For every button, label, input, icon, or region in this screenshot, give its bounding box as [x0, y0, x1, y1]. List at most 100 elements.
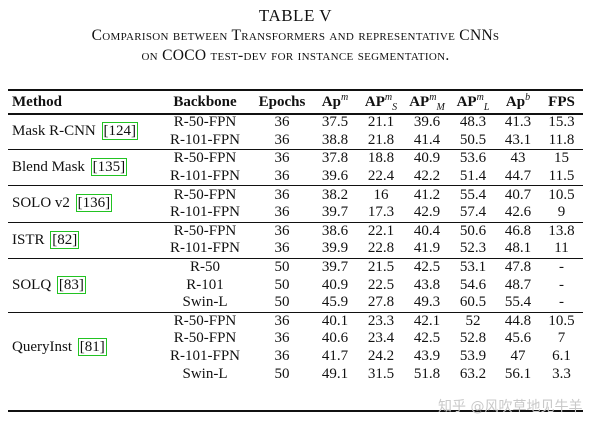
- ap-cell: 49.1: [321, 365, 349, 382]
- method-cell: Mask R-CNN [124]: [8, 114, 158, 150]
- ap-cell: 39.7: [321, 204, 349, 221]
- ap-m-cell: 41.2: [413, 186, 441, 203]
- backbone-cell: R-50-FPN: [173, 312, 237, 329]
- table-row: R-101-FPN 36 39.9 22.8 41.9 52.3 48.1 11: [8, 240, 583, 258]
- method-name: SOLQ: [12, 276, 52, 293]
- fps-cell: -: [559, 276, 564, 293]
- citation-link[interactable]: [81]: [77, 338, 107, 357]
- epochs-cell: 36: [274, 312, 290, 329]
- ap-cell: 38.8: [321, 131, 349, 148]
- backbone-cell: R-101-FPN: [169, 168, 240, 185]
- epochs-cell: 36: [274, 330, 290, 347]
- ap-cell: 38.2: [321, 186, 349, 203]
- epochs-cell: 50: [274, 276, 290, 293]
- ap-l-cell: 52.3: [459, 240, 487, 257]
- citation-link[interactable]: [124]: [101, 122, 139, 141]
- ap-cell: 41.7: [321, 348, 349, 365]
- ap-m-cell: 43.8: [413, 276, 441, 293]
- header-epochs: Epochs: [258, 94, 306, 110]
- citation-link[interactable]: [83]: [56, 275, 86, 294]
- header-ap: Apm: [321, 92, 349, 111]
- ap-b-cell: 44.8: [504, 312, 532, 329]
- epochs-cell: 50: [274, 259, 290, 276]
- ap-cell: 40.6: [321, 330, 349, 347]
- ap-s-cell: 21.5: [367, 259, 395, 276]
- method-name: Mask R-CNN: [12, 123, 96, 140]
- ap-s-cell: 18.8: [367, 150, 395, 167]
- backbone-cell: Swin-L: [182, 294, 228, 311]
- fps-cell: 11.8: [548, 131, 575, 148]
- ap-b-cell: 40.7: [504, 186, 532, 203]
- top-rule: [8, 89, 583, 91]
- header-ap-m: APmM: [409, 92, 445, 113]
- fps-cell: 3.3: [552, 365, 571, 382]
- fps-cell: 7: [557, 330, 566, 347]
- citation-link[interactable]: [82]: [50, 230, 80, 249]
- ap-m-cell: 41.4: [413, 131, 441, 148]
- epochs-cell: 50: [274, 365, 290, 382]
- citation-link[interactable]: [135]: [90, 158, 128, 177]
- table-row: Swin-L 50 45.9 27.8 49.3 60.5 55.4 -: [8, 294, 583, 312]
- epochs-cell: 36: [274, 240, 290, 257]
- table-row: Blend Mask [135] R-50-FPN 36 37.8 18.8 40.9 53…: [8, 150, 583, 177]
- ap-l-cell: 57.4: [459, 204, 487, 221]
- ap-m-cell: 42.5: [413, 259, 441, 276]
- ap-b-cell: 48.7: [504, 276, 532, 293]
- table-row: Swin-L 50 49.1 31.5 51.8 63.2 56.1 3.3: [8, 365, 583, 383]
- method-cell: Blend Mask [135]: [8, 150, 158, 186]
- epochs-cell: 36: [274, 150, 290, 167]
- backbone-cell: R-50-FPN: [173, 150, 237, 167]
- ap-s-cell: 22.4: [367, 168, 395, 185]
- ap-b-cell: 44.7: [504, 168, 532, 185]
- ap-s-cell: 22.5: [367, 276, 395, 293]
- epochs-cell: 36: [274, 348, 290, 365]
- method-group: ISTR [82] R-50-FPN 36 38.6 22.1 40.4 50.6 46.8 1…: [8, 222, 583, 258]
- results-table: Method Backbone Epochs Apm APmS APmM APm…: [8, 92, 583, 383]
- fps-cell: 6.1: [552, 348, 571, 365]
- ap-cell: 39.7: [321, 259, 349, 276]
- ap-m-cell: 40.9: [413, 150, 441, 167]
- fps-cell: 9: [557, 204, 566, 221]
- header-ap-b: Apb: [505, 92, 531, 111]
- table-row: R-101-FPN 36 39.6 22.4 42.2 51.4 44.7 11.5: [8, 168, 583, 186]
- ap-m-cell: 40.4: [413, 222, 441, 239]
- header-ap-s: APmS: [364, 92, 398, 113]
- ap-m-cell: 43.9: [413, 348, 441, 365]
- backbone-cell: R-101: [186, 276, 224, 293]
- ap-s-cell: 22.1: [367, 222, 395, 239]
- ap-cell: 40.9: [321, 276, 349, 293]
- bottom-rule: [8, 410, 583, 412]
- method-name: ISTR: [12, 231, 45, 248]
- table-row: ISTR [82] R-50-FPN 36 38.6 22.1 40.4 50.6 46.8 1…: [8, 222, 583, 249]
- fps-cell: 13.8: [548, 222, 575, 239]
- fps-cell: -: [559, 294, 564, 311]
- method-name: QueryInst: [12, 339, 72, 356]
- backbone-cell: R-50-FPN: [173, 114, 237, 131]
- ap-cell: 39.9: [321, 240, 349, 257]
- ap-l-cell: 50.6: [459, 222, 487, 239]
- table-row: R-101-FPN 36 39.7 17.3 42.9 57.4 42.6 9: [8, 204, 583, 222]
- table-caption-line-1: Comparison between Transformers and repr…: [91, 27, 500, 44]
- header-fps: FPS: [548, 94, 575, 110]
- method-cell: SOLQ [83]: [8, 258, 158, 312]
- epochs-cell: 36: [274, 204, 290, 221]
- method-group: SOLQ [83] R-50 50 39.7 21.5 42.5 53.1 47.8- R-10…: [8, 258, 583, 312]
- citation-link[interactable]: [136]: [75, 194, 113, 213]
- backbone-cell: R-101-FPN: [169, 204, 240, 221]
- method-name: Blend Mask: [12, 159, 85, 176]
- table-caption-title: TABLE V: [258, 6, 333, 25]
- ap-s-cell: 16: [373, 186, 389, 203]
- epochs-cell: 36: [274, 131, 290, 148]
- method-group: SOLO v2 [136] R-50-FPN 36 38.2 16 41.2 55.4 40.…: [8, 185, 583, 222]
- ap-b-cell: 42.6: [504, 204, 532, 221]
- ap-s-cell: 17.3: [367, 204, 395, 221]
- ap-s-cell: 31.5: [367, 365, 395, 382]
- fps-cell: 15.3: [548, 114, 575, 131]
- method-cell: SOLO v2 [136]: [8, 186, 158, 222]
- header-method: Method: [12, 94, 62, 110]
- epochs-cell: 50: [274, 294, 290, 311]
- method-cell: ISTR [82]: [8, 222, 158, 258]
- table-row: Mask R-CNN [124] R-50-FPN 36 37.5 21.1 39.6 48…: [8, 114, 583, 141]
- ap-s-cell: 24.2: [367, 348, 395, 365]
- ap-m-cell: 41.9: [413, 240, 441, 257]
